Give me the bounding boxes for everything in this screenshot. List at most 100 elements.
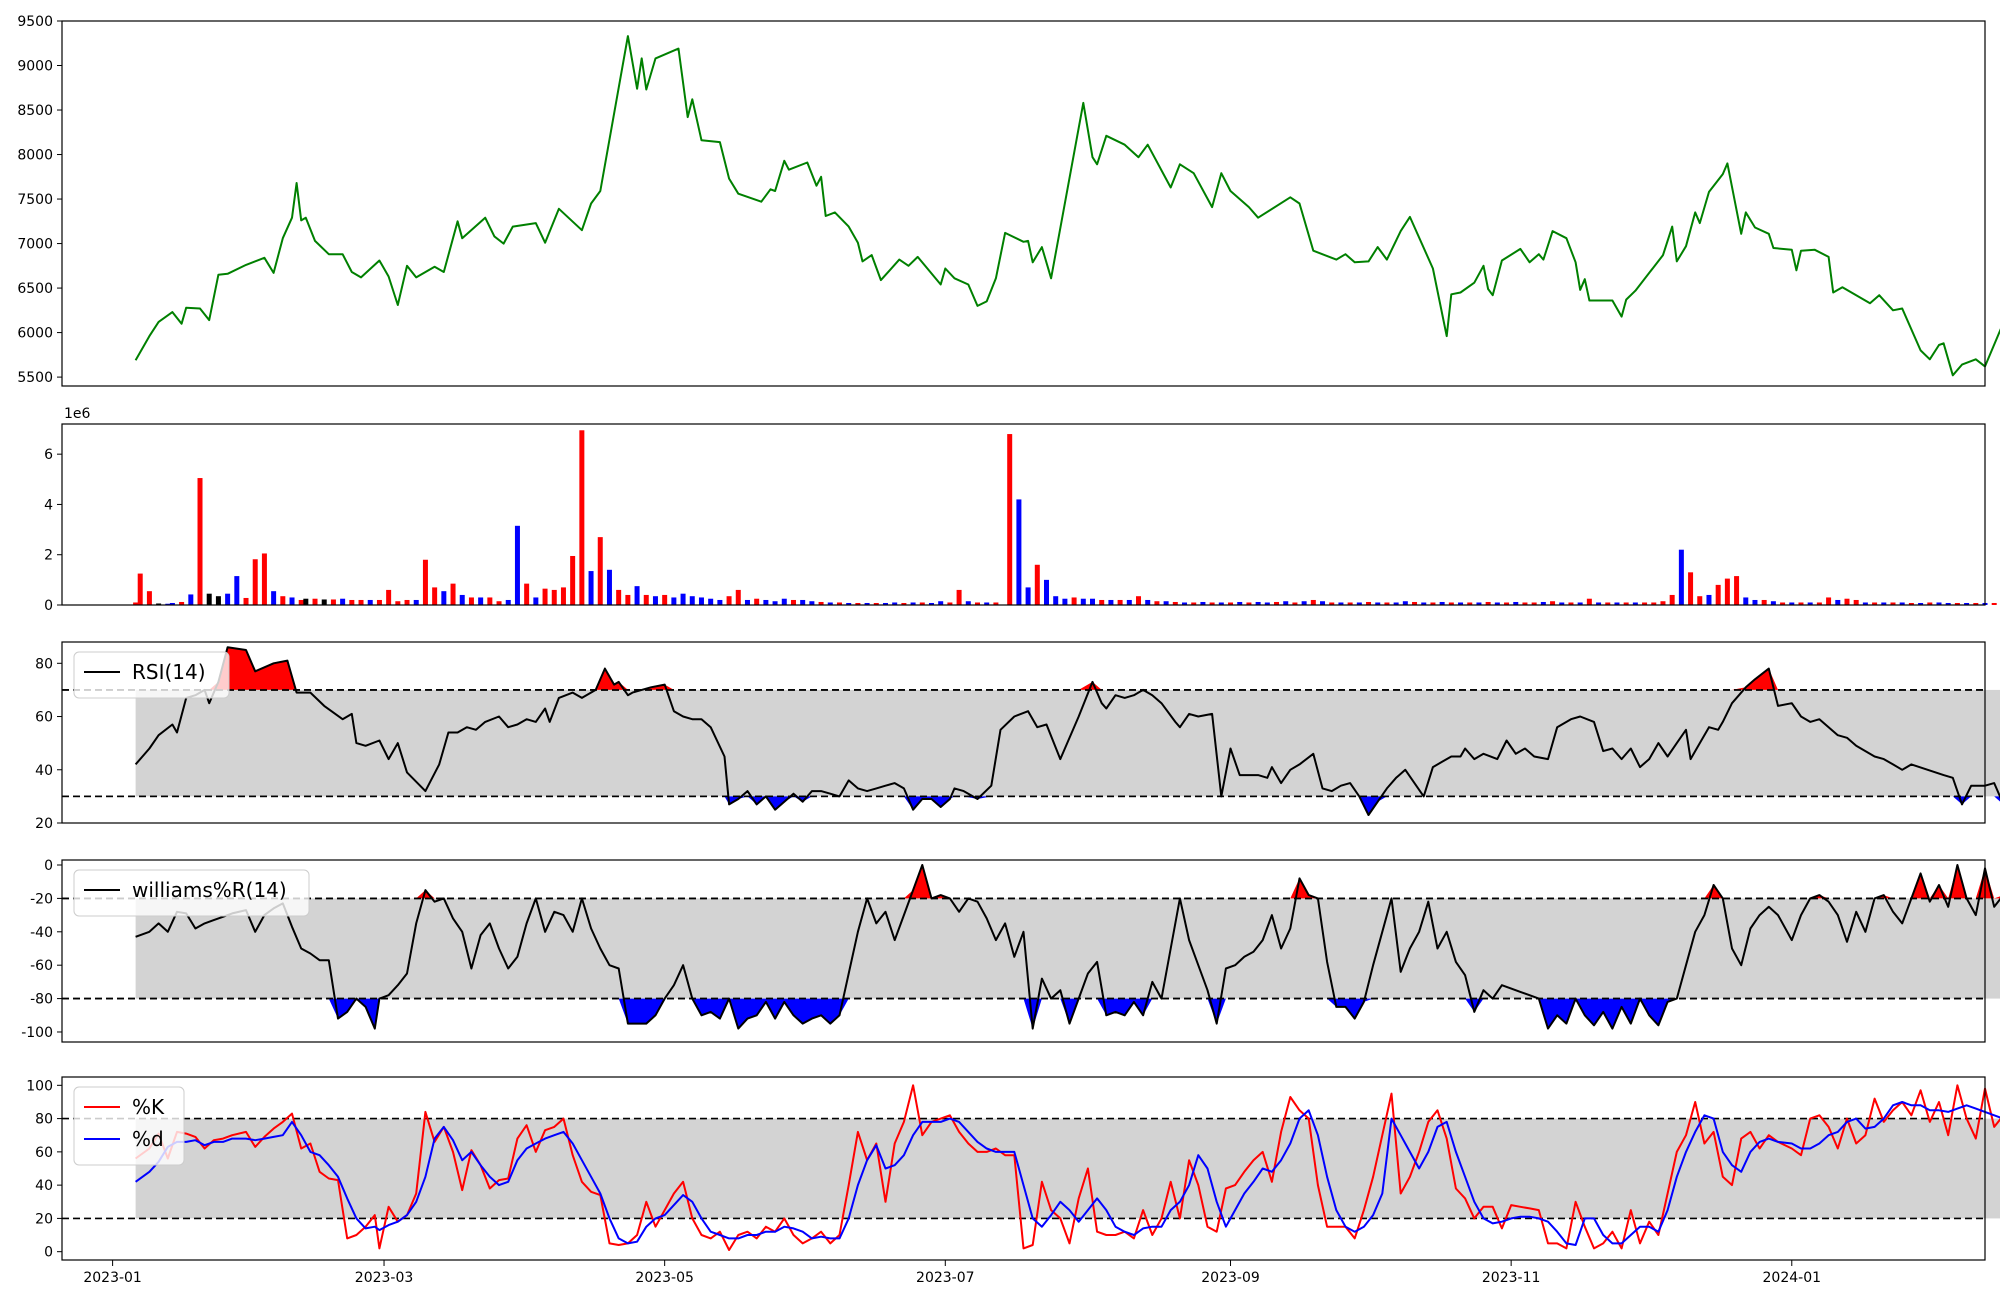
volume-bar (303, 598, 309, 605)
volume-bar (1789, 602, 1795, 605)
volume-bar (1310, 599, 1316, 605)
volume-bar (671, 597, 677, 605)
volume-bar (1862, 602, 1868, 605)
volume-bar (1108, 599, 1114, 605)
volume-bar (560, 587, 566, 605)
stochastic-d-line (135, 1101, 2000, 1246)
volume-bar (179, 601, 185, 605)
volume-bar (1356, 602, 1362, 605)
volume-bar (726, 596, 732, 605)
volume-bar (947, 602, 953, 605)
volume-bar (1908, 602, 1914, 605)
williams-band (135, 898, 2000, 999)
stochastic-panel: 0 20 40 60 80 100 %K %d (26, 1076, 2000, 1261)
price-ytick-label: 6500 (17, 281, 53, 297)
volume-bar (146, 591, 152, 605)
williams-ytick-label: 0 (44, 858, 53, 874)
rsi-line (134, 646, 2000, 816)
volume-bar (413, 599, 419, 605)
volume-bar (1853, 599, 1859, 605)
volume-bar (1826, 597, 1832, 605)
volume-bar (165, 603, 171, 605)
williams-legend-label: williams%R(14) (132, 878, 287, 902)
volume-bar (1761, 599, 1767, 605)
price-ytick-label: 8500 (17, 103, 53, 119)
stochastic-k-line (135, 1084, 2000, 1251)
rsi-ytick-label: 20 (35, 816, 53, 832)
volume-panel: 0 2 4 6 1e6 (44, 406, 1997, 614)
volume-ytick-label: 2 (44, 548, 53, 564)
volume-bar (169, 602, 175, 605)
volume-bar (1954, 602, 1960, 605)
price-frame (61, 20, 1986, 387)
volume-bar (1669, 594, 1675, 605)
volume-bar (800, 599, 806, 605)
volume-bar (459, 594, 465, 605)
volume-bar (1991, 602, 1997, 605)
volume-bar (1780, 602, 1786, 605)
rsi-frame (61, 641, 1986, 824)
volume-bar (1172, 601, 1178, 605)
volume-bar (524, 583, 530, 605)
volume-bar (1163, 601, 1169, 605)
volume-ytick-label: 6 (44, 447, 53, 463)
volume-bar (1890, 602, 1896, 605)
volume-bar (1734, 576, 1740, 605)
volume-bar (1752, 599, 1758, 605)
volume-bar (634, 586, 640, 605)
volume-bar (1320, 601, 1326, 605)
volume-bar (234, 576, 240, 605)
stochastic-legend-label: %d (132, 1127, 164, 1151)
williams-ytick-label: -100 (21, 1025, 53, 1041)
volume-bar (252, 559, 258, 605)
volume-bar (376, 599, 382, 605)
volume-bar (919, 602, 925, 605)
volume-bar (514, 525, 520, 605)
williams-ytick-label: -80 (30, 992, 53, 1008)
williams-ytick-label: -20 (30, 891, 53, 907)
volume-bar (698, 597, 704, 605)
volume-bar (717, 599, 723, 605)
volume-bar (478, 597, 484, 605)
price-ytick-label: 7000 (17, 237, 53, 253)
volume-bar (468, 597, 474, 605)
volume-bar (1724, 578, 1730, 605)
volume-bar (349, 599, 355, 605)
volume-bar (790, 599, 796, 605)
volume-bar (1200, 601, 1206, 605)
volume-bar (321, 599, 327, 605)
rsi-overbought-fill (135, 647, 2000, 690)
volume-bar (1605, 602, 1611, 605)
volume-bar (864, 602, 870, 605)
volume-bar (680, 593, 686, 605)
volume-bar (1264, 602, 1270, 605)
volume-bar (1246, 602, 1252, 605)
volume-bar (197, 478, 203, 605)
volume-bar (1182, 602, 1188, 605)
volume-bar (215, 596, 221, 605)
volume-bar (588, 571, 594, 605)
volume-bar (1384, 602, 1390, 605)
volume-bar (1835, 599, 1841, 605)
rsi-legend-box (73, 651, 230, 699)
volume-bar (1044, 579, 1050, 605)
volume-bar (892, 602, 898, 605)
volume-bar (855, 602, 861, 605)
volume-bar (156, 603, 162, 605)
volume-bar (1651, 602, 1657, 605)
volume-ytick-label: 4 (44, 497, 53, 513)
volume-bar (1706, 594, 1712, 605)
volume-bar (1393, 602, 1399, 605)
x-tick-label: 2024-01 (1763, 1270, 1822, 1286)
volume-bar (1531, 602, 1537, 605)
volume-bar (1577, 602, 1583, 605)
x-tick-label: 2023-05 (635, 1270, 694, 1286)
volume-bar (827, 602, 833, 605)
volume-bar (1366, 601, 1372, 605)
volume-bar (395, 601, 401, 605)
volume-bar (1715, 584, 1721, 605)
volume-bar (386, 589, 392, 605)
williams-line (135, 864, 2000, 1030)
volume-bar (1053, 596, 1059, 605)
volume-bar (1899, 602, 1905, 605)
